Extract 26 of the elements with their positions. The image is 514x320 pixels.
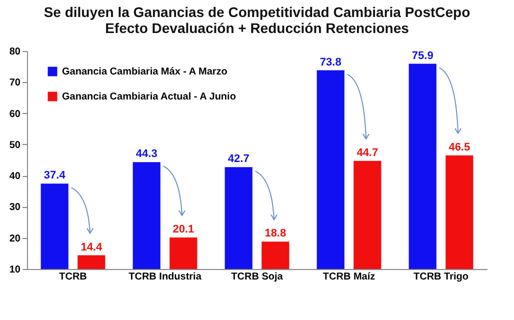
data-label: 44.7 <box>356 146 378 159</box>
legend-label: Ganancia Cambiaria Actual - A Junio <box>62 92 236 102</box>
x-tick-label: TCRB <box>59 272 87 282</box>
data-label: 75.9 <box>412 50 434 62</box>
x-tick-label: TCRB Industria <box>128 272 202 282</box>
y-tick-label: 80 <box>9 46 21 58</box>
chart-title: Se diluyen la Ganancias de Competitividad Cambiaria PostCepo Efecto Devaluación + Reducción Retenciones <box>44 4 470 36</box>
data-label: 42.7 <box>228 153 250 166</box>
y-tick-label: 60 <box>9 108 21 120</box>
x-tick-label: TCRB Soja <box>231 272 284 282</box>
data-label: 20.1 <box>172 224 194 236</box>
legend-label: Ganancia Cambiaria Máx - A Marzo <box>62 66 228 78</box>
x-tick-label: TCRB Trigo <box>414 272 468 282</box>
y-tick-label: 70 <box>9 78 21 89</box>
data-label: 37.4 <box>44 170 66 182</box>
data-label: 14.4 <box>80 241 103 254</box>
x-tick-label: TCRB Maíz <box>322 272 376 282</box>
y-tick-label: 30 <box>9 202 21 214</box>
data-label: 73.8 <box>320 56 342 68</box>
data-label: 44.3 <box>136 148 158 160</box>
y-tick-label: 50 <box>9 140 21 151</box>
y-tick-label: 10 <box>9 264 21 276</box>
data-label: 46.5 <box>448 141 470 154</box>
y-tick-label: 40 <box>9 171 21 182</box>
y-tick-label: 20 <box>9 233 21 244</box>
data-label: 18.8 <box>264 228 286 240</box>
